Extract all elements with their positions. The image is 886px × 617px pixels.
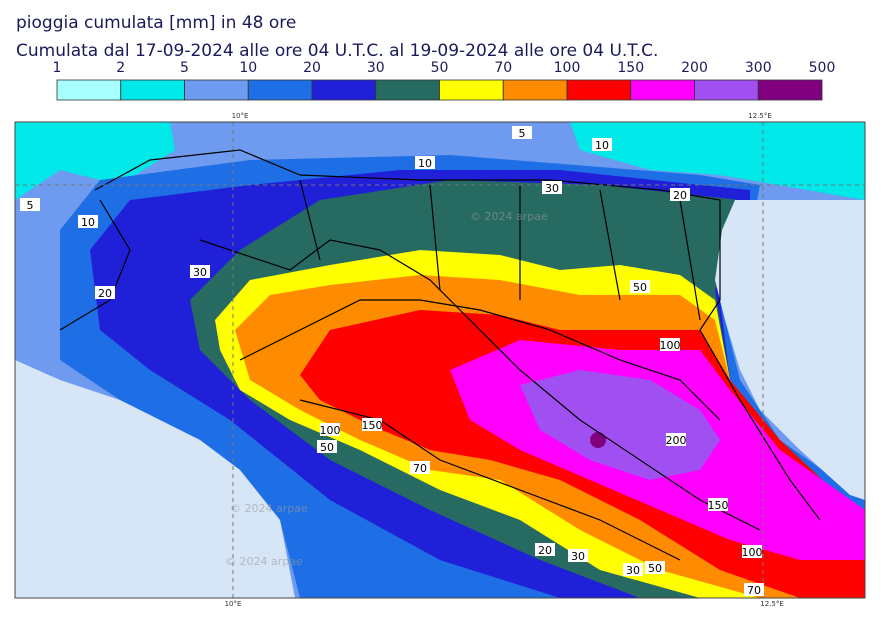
contour-label: 50 <box>320 441 334 454</box>
legend-swatch <box>247 79 313 101</box>
sea <box>715 200 865 500</box>
contour-label: 20 <box>673 189 687 202</box>
legend-label: 5 <box>180 60 189 76</box>
contour-label: 30 <box>545 182 559 195</box>
watermark: © 2024 arpae <box>230 502 308 515</box>
sea <box>15 360 295 598</box>
contour-label-bg <box>670 188 690 201</box>
legend-label: 50 <box>431 60 449 76</box>
contour-label-bg <box>320 423 340 436</box>
legend-label: 2 <box>116 60 125 76</box>
legend-label: 1 <box>53 60 62 76</box>
contour-label-bg <box>542 181 562 194</box>
legend-swatch <box>311 79 377 101</box>
border <box>239 299 721 561</box>
contour-label: 50 <box>633 281 647 294</box>
axis-label: 10°E <box>225 600 242 608</box>
contour-label: 5 <box>27 199 34 212</box>
contour-label-bg <box>592 138 612 151</box>
contour-label-bg <box>535 543 555 556</box>
contour-label: 10 <box>418 157 432 170</box>
legend: 1 2 5 10 20 30 50 70 100 150 200 300 500 <box>53 60 836 101</box>
contour-labels: © 2024 arpae © 2024 arpae © 2024 arpae © 20… <box>20 103 764 597</box>
contour-label-bg <box>742 545 762 558</box>
legend-swatch <box>694 79 759 101</box>
border <box>299 179 701 321</box>
contour-label-bg <box>95 286 115 299</box>
contour-label: 30 <box>626 564 640 577</box>
contour-label: 70 <box>413 462 427 475</box>
contour-label-bg <box>568 549 588 562</box>
legend-swatch <box>439 79 504 101</box>
contour-label: 100 <box>742 546 763 559</box>
title: pioggia cumulata [mm] in 48 ore <box>16 13 297 33</box>
legend-label: 200 <box>681 60 708 76</box>
border <box>94 149 821 521</box>
contour-label-bg <box>623 563 643 576</box>
legend-label: 30 <box>367 60 385 76</box>
legend-label: 100 <box>554 60 581 76</box>
contour-label-bg <box>410 461 430 474</box>
legend-label: 70 <box>494 60 512 76</box>
legend-swatch <box>502 79 568 101</box>
band-200-300 <box>520 370 720 480</box>
contour-label: 20 <box>538 544 552 557</box>
band-2-5 <box>570 122 865 200</box>
contour-label-bg <box>317 440 337 453</box>
contour-label: 100 <box>660 339 681 352</box>
contour-label-bg <box>744 583 764 596</box>
contour-label-bg <box>708 498 728 511</box>
subtitle: Cumulata dal 17-09-2024 alle ore 04 U.T.… <box>16 41 659 61</box>
band-2-5 <box>15 122 175 200</box>
legend-swatch <box>56 79 122 101</box>
legend-label: 500 <box>809 60 836 76</box>
contour-label-bg <box>666 433 686 446</box>
contour-label: 100 <box>320 424 341 437</box>
contour-label-bg <box>630 280 650 293</box>
contour-label: 200 <box>666 434 687 447</box>
axis-label: 12.5°E <box>748 112 772 120</box>
legend-swatch <box>120 79 185 101</box>
legend-label: 10 <box>239 60 257 76</box>
contour-label: 150 <box>708 499 729 512</box>
contour-label-bg <box>20 198 40 211</box>
contour-label: 150 <box>362 419 383 432</box>
legend-label: 20 <box>303 60 321 76</box>
contour-label-bg <box>362 418 382 431</box>
watermark: © 2024 arpae <box>500 103 578 116</box>
watermark: © 2024 arpae <box>225 555 303 568</box>
contour-label-bg <box>415 156 435 169</box>
legend-swatch <box>375 79 440 101</box>
legend-swatch <box>630 79 695 101</box>
contour-label-bg <box>660 338 680 351</box>
contour-label-bg <box>512 126 532 139</box>
axis-label: 10°E <box>232 112 249 120</box>
border <box>59 199 761 531</box>
contour-label: 20 <box>98 287 112 300</box>
legend-swatch <box>184 79 249 101</box>
contour-label-bg <box>78 215 98 228</box>
contour-label: 30 <box>193 266 207 279</box>
contour-label: 10 <box>81 216 95 229</box>
axis-label: 12.5°E <box>760 600 784 608</box>
watermark: © 2024 arpae <box>470 210 548 223</box>
borders <box>59 149 821 561</box>
legend-label: 300 <box>745 60 772 76</box>
band-300-500 <box>590 432 606 448</box>
contour-label-bg <box>645 561 665 574</box>
map-frame <box>14 121 866 599</box>
legend-swatch <box>566 79 632 101</box>
legend-label: 150 <box>617 60 644 76</box>
contour-label: 10 <box>595 139 609 152</box>
legend-swatch <box>757 79 823 101</box>
graticule <box>15 122 865 598</box>
contour-label: 5 <box>519 127 526 140</box>
contour-label: 50 <box>648 562 662 575</box>
rain-map: © 2024 arpae © 2024 arpae © 2024 arpae © 20… <box>15 103 865 598</box>
contour-label: 70 <box>747 584 761 597</box>
contour-label: 30 <box>571 550 585 563</box>
contour-label-bg <box>190 265 210 278</box>
